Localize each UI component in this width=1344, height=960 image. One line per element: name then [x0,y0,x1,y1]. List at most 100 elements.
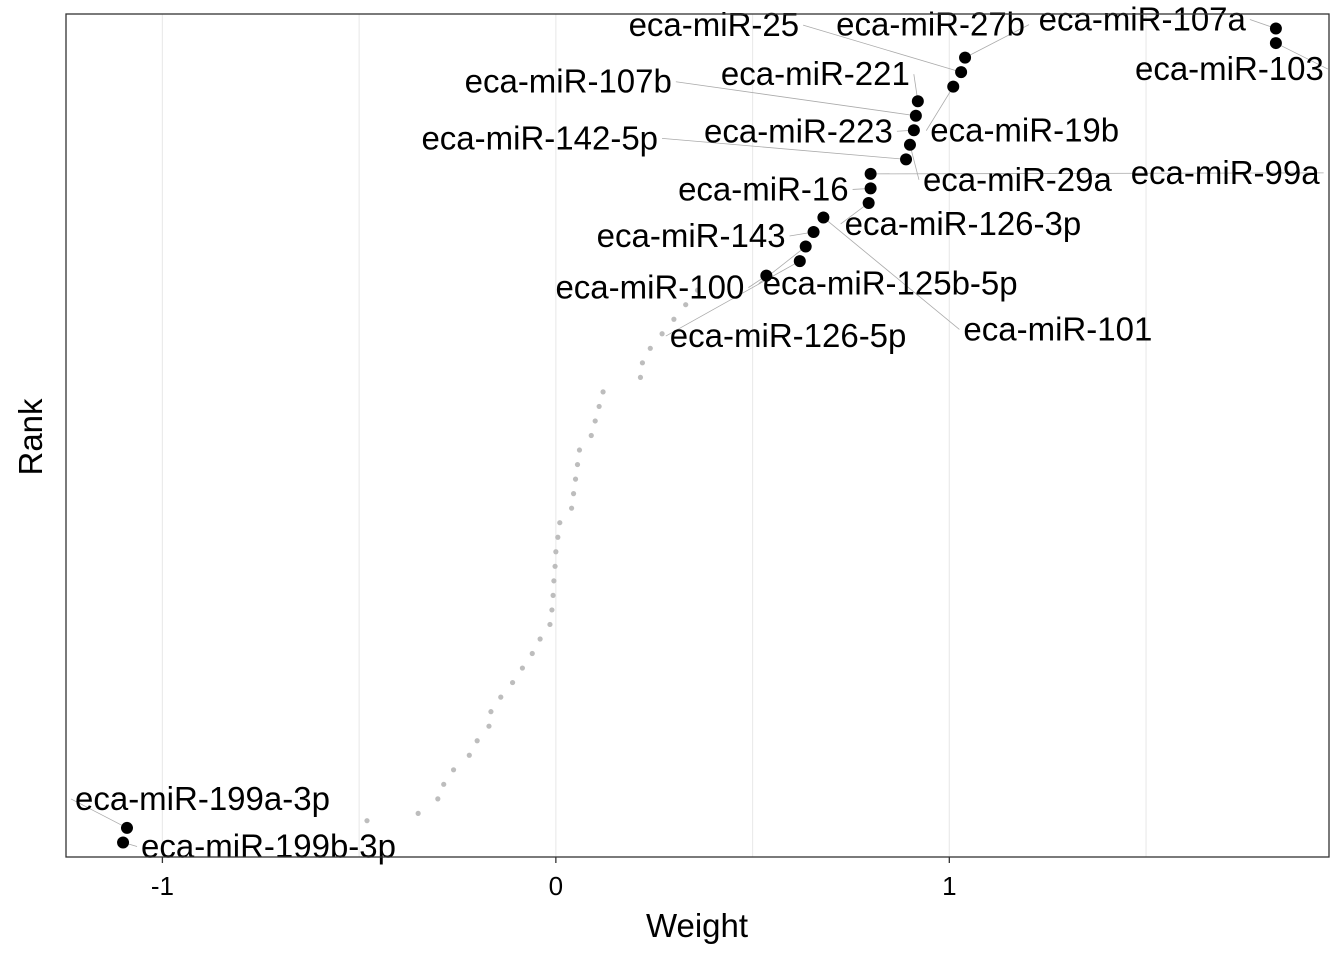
leader-line [1275,42,1329,70]
background-point [659,331,665,337]
x-axis-title: Weight [646,907,748,944]
background-point [557,520,563,526]
point-label: eca-miR-125b-5p [763,265,1018,302]
background-point [486,723,492,729]
background-point [572,476,579,482]
point-label: eca-miR-25 [629,6,800,43]
point-label: eca-miR-142-5p [421,119,658,156]
highlighted-point [907,124,920,137]
leader-line [803,24,962,73]
background-point [588,432,594,439]
background-point [537,636,543,642]
background-point [592,418,598,424]
highlighted-point [947,80,960,93]
highlighted-point [793,255,806,268]
point-label: eca-miR-103 [1135,50,1324,87]
x-tick-label: 0 [549,871,563,901]
point-label: eca-miR-199b-3p [141,827,396,864]
point-label: eca-miR-199a-3p [75,780,330,817]
point-label: eca-miR-19b [930,112,1119,149]
x-axis-ticks: -1 0 1 [151,857,957,901]
point-label: eca-miR-16 [678,170,849,207]
background-point [574,461,581,468]
background-point [498,694,504,700]
highlighted-points [117,22,1282,849]
background-point [671,316,677,322]
background-point [639,360,646,366]
highlighted-point [799,240,812,253]
background-point [364,818,370,824]
background-point [551,578,557,584]
background-point [647,345,653,351]
background-point [529,650,535,657]
background-point [570,491,577,497]
point-label: eca-miR-223 [704,112,893,149]
highlighted-point [900,153,913,166]
background-point [441,781,447,787]
leader-line [823,217,960,330]
point-label: eca-miR-107b [465,63,672,100]
leader-line [925,86,954,131]
background-point [596,403,602,410]
point-label: eca-miR-100 [555,269,744,306]
highlighted-point [862,196,875,209]
highlighted-point [911,95,924,108]
highlighted-point [864,167,877,180]
point-label: eca-miR-221 [721,55,910,92]
point-label: eca-miR-101 [963,310,1152,347]
background-point [568,505,575,511]
highlighted-point [864,182,877,195]
highlighted-point [959,51,972,64]
point-label: eca-miR-126-5p [670,317,907,354]
background-point [694,287,701,293]
x-tick-label: 1 [942,871,956,901]
plot-border [65,13,1330,858]
highlighted-point [1269,37,1282,50]
highlighted-point [760,269,773,282]
point-label: eca-miR-29a [923,161,1113,198]
background-point [552,563,558,569]
highlighted-point [909,109,922,122]
highlighted-point [903,138,916,151]
highlighted-point [120,821,133,834]
leader-line [70,798,128,829]
point-label: eca-miR-143 [597,217,786,254]
background-point [683,302,689,308]
background-point [519,665,526,671]
highlighted-point [817,211,830,224]
point-label: eca-miR-126-3p [845,205,1082,242]
leader-line [870,172,1324,175]
grid-lines [161,14,1147,857]
leader-line [675,81,916,117]
highlighted-point [117,836,130,849]
highlighted-point [955,66,968,79]
background-point [555,534,561,540]
leader-line [964,24,1030,58]
background-point [509,679,516,686]
y-axis-title: Rank [12,398,49,476]
background-point [553,549,559,555]
background-point [488,709,494,715]
plot-background [66,14,1329,857]
background-point [600,389,606,395]
point-label: eca-miR-99a [1131,154,1321,191]
background-points [364,287,701,824]
background-point [466,752,472,758]
background-point [576,447,583,453]
leader-line [665,260,800,337]
point-label: eca-miR-107a [1039,1,1247,38]
background-point [415,810,421,816]
background-point [450,767,457,773]
highlighted-point [807,226,820,239]
point-labels: eca-miR-107a eca-miR-103 eca-miR-27b eca-mi… [75,1,1324,865]
background-point [435,796,441,802]
background-point [637,374,644,380]
point-label: eca-miR-27b [836,6,1025,43]
x-tick-label: -1 [151,871,174,901]
highlighted-point [1269,22,1282,35]
leader-line [661,137,907,160]
background-point [474,738,480,744]
background-point [547,621,553,628]
background-point [550,592,556,598]
